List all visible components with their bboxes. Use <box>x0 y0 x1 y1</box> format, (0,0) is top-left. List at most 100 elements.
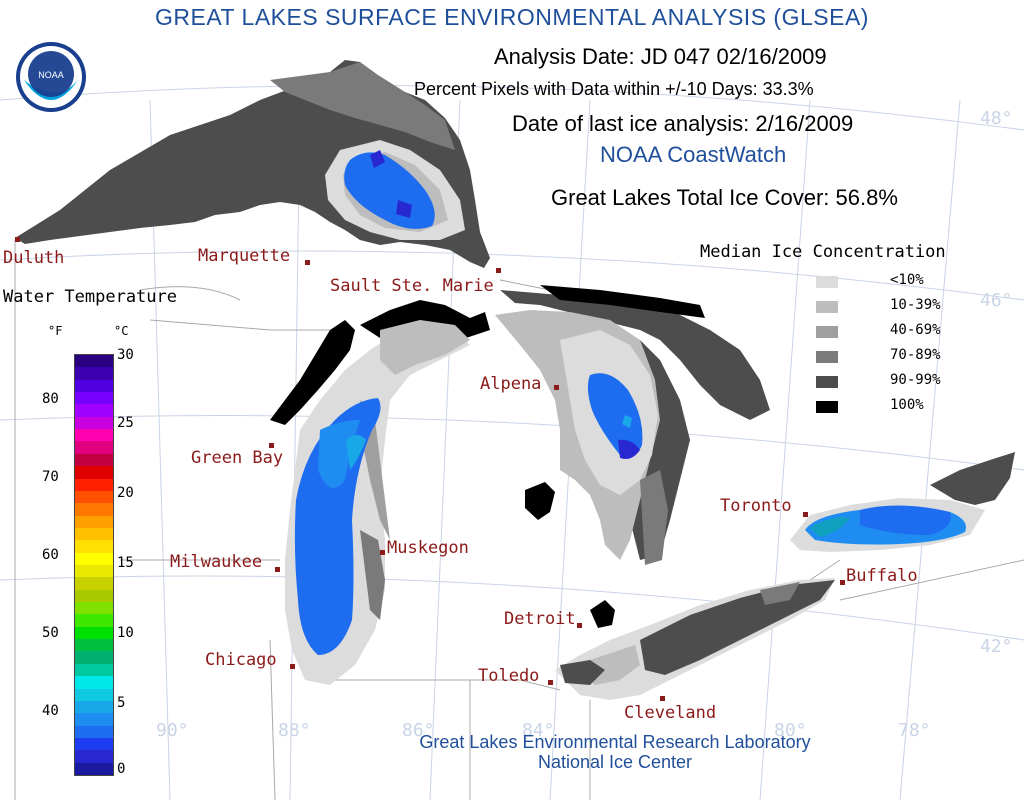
city-label-sault-ste-marie: Sault Ste. Marie <box>330 276 494 296</box>
c-tick: 20 <box>117 485 134 501</box>
f-tick: 60 <box>42 547 59 563</box>
colorbar-segment <box>75 675 113 689</box>
lake-huron <box>495 285 770 565</box>
ice-legend-label: 90-99% <box>890 372 941 388</box>
colorbar-segment <box>75 589 113 603</box>
city-label-milwaukee: Milwaukee <box>170 552 263 572</box>
marker-duluth <box>15 237 20 242</box>
colorbar-segment <box>75 613 113 627</box>
marker-cleveland <box>660 696 665 701</box>
colorbar-segment <box>75 502 113 516</box>
lon-label-88: 88° <box>278 720 311 741</box>
lat-label-48: 48° <box>980 108 1013 129</box>
colorbar-segment <box>75 453 113 467</box>
city-label-detroit: Detroit <box>504 609 576 629</box>
lat-label-46: 46° <box>980 290 1013 311</box>
city-label-duluth: Duluth <box>3 248 65 268</box>
analysis-date: Analysis Date: JD 047 02/16/2009 <box>494 44 827 69</box>
colorbar-segment <box>75 725 113 738</box>
c-tick: 30 <box>117 347 134 363</box>
colorbar-segment <box>75 762 113 775</box>
city-label-buffalo: Buffalo <box>846 566 918 586</box>
colorbar-segment <box>75 663 113 677</box>
colorbar-segment <box>75 539 113 553</box>
lon-label-90: 90° <box>156 720 189 741</box>
lon-label-80: 80° <box>774 720 807 741</box>
city-label-alpena: Alpena <box>480 374 542 394</box>
water-temp-colorbar <box>74 354 114 776</box>
marker-detroit <box>577 623 582 628</box>
colorbar-segment <box>75 391 113 405</box>
c-tick: 15 <box>117 555 134 571</box>
ice-swatch <box>816 351 838 363</box>
ice-legend-label: 100% <box>890 397 924 413</box>
lake-michigan <box>270 300 490 685</box>
colorbar-segment <box>75 650 113 664</box>
total-ice-cover: Great Lakes Total Ice Cover: 56.8% <box>551 185 898 210</box>
unit-fahrenheit: °F <box>48 324 63 338</box>
lake-st-clair <box>590 600 615 628</box>
ice-swatch <box>816 376 838 388</box>
c-tick: 25 <box>117 415 134 431</box>
colorbar-segment <box>75 354 113 368</box>
lake-erie <box>555 578 835 700</box>
lat-label-42: 42° <box>980 636 1013 657</box>
city-label-cleveland: Cleveland <box>624 703 717 723</box>
lake-superior <box>15 60 490 268</box>
c-tick: 0 <box>117 761 126 777</box>
colorbar-segment <box>75 515 113 528</box>
marker-chicago <box>290 664 295 669</box>
ice-swatch <box>816 276 838 288</box>
colorbar-segment <box>75 688 113 701</box>
marker-muskegon <box>380 550 385 555</box>
marker-sault-ste-marie <box>496 268 501 273</box>
marker-green-bay <box>269 443 274 448</box>
lon-label-84: 84° <box>522 720 555 741</box>
ice-legend-label: 40-69% <box>890 322 941 338</box>
colorbar-segment <box>75 416 113 430</box>
percent-pixels: Percent Pixels with Data within +/-10 Da… <box>414 79 814 99</box>
marker-alpena <box>554 385 559 390</box>
colorbar-segment <box>75 700 113 714</box>
colorbar-segment <box>75 403 113 417</box>
c-tick: 10 <box>117 625 134 641</box>
noaa-logo: NOAA <box>16 42 86 112</box>
marker-buffalo <box>840 580 845 585</box>
colorbar-segment <box>75 626 113 640</box>
colorbar-segment <box>75 490 113 504</box>
colorbar-segment <box>75 379 113 393</box>
water-temp-title: Water Temperature <box>3 287 177 307</box>
c-tick: 5 <box>117 695 126 711</box>
noaa-coastwatch: NOAA CoastWatch <box>600 142 787 167</box>
city-label-toronto: Toronto <box>720 496 792 516</box>
marker-marquette <box>305 260 310 265</box>
f-tick: 40 <box>42 703 59 719</box>
colorbar-segment <box>75 576 113 590</box>
lake-ontario <box>790 452 1015 552</box>
colorbar-segment <box>75 601 113 615</box>
colorbar-segment <box>75 428 113 442</box>
city-label-chicago: Chicago <box>205 650 277 670</box>
ice-swatch <box>816 301 838 313</box>
city-label-muskegon: Muskegon <box>387 538 469 558</box>
ice-legend-title: Median Ice Concentration <box>700 242 946 262</box>
marker-toledo <box>548 680 553 685</box>
ice-swatch <box>816 401 838 413</box>
ice-legend-label: <10% <box>890 272 924 288</box>
credit-glerl: Great Lakes Environmental Research Labor… <box>419 732 811 752</box>
colorbar-segment <box>75 440 113 454</box>
f-tick: 70 <box>42 469 59 485</box>
last-ice-analysis: Date of last ice analysis: 2/16/2009 <box>512 111 854 136</box>
colorbar-segment <box>75 527 113 541</box>
colorbar-segment <box>75 552 113 565</box>
colorbar-segment <box>75 478 113 491</box>
credit-nic: National Ice Center <box>537 752 693 772</box>
lon-label-86: 86° <box>402 720 435 741</box>
colorbar-segment <box>75 366 113 380</box>
colorbar-segment <box>75 564 113 578</box>
lon-label-78: 78° <box>898 720 931 741</box>
marker-milwaukee <box>275 567 280 572</box>
ice-legend-label: 70-89% <box>890 347 941 363</box>
